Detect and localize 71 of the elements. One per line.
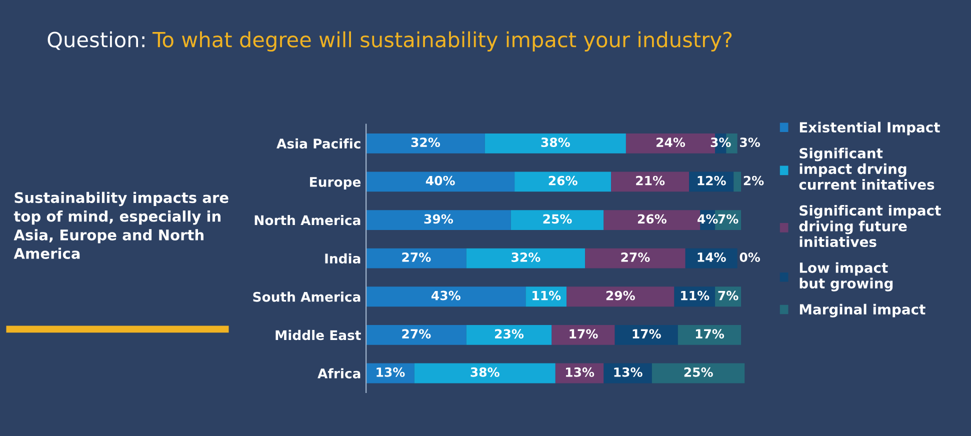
bar xyxy=(484,133,626,154)
bar xyxy=(466,324,552,345)
data-label: 27% xyxy=(402,329,431,339)
data-label: 27% xyxy=(621,252,650,262)
legend-label: Low impact but growing xyxy=(800,262,893,292)
data-label: 24% xyxy=(656,138,686,148)
legend-label: Significant impact driving future initiatives xyxy=(799,204,941,248)
legend-label: Marginal impact xyxy=(800,304,926,318)
data-label: 2% xyxy=(744,176,764,186)
data-label: 0% xyxy=(740,252,760,262)
data-label: 13% xyxy=(376,367,405,377)
bar xyxy=(466,248,586,268)
data-label: 23% xyxy=(495,329,524,339)
y-tick-label: North America xyxy=(254,215,360,226)
bar xyxy=(585,248,686,268)
data-label: 13% xyxy=(614,367,642,377)
bar xyxy=(366,133,485,154)
data-label: 14% xyxy=(698,252,726,262)
bar xyxy=(652,363,745,384)
bar xyxy=(614,324,678,345)
y-tick-label: Europe xyxy=(310,177,361,190)
data-label: 17% xyxy=(570,329,598,339)
bar xyxy=(366,286,526,307)
data-label: 12% xyxy=(698,176,726,186)
data-label: 32% xyxy=(512,252,540,262)
data-label: 7% xyxy=(718,290,738,300)
bar xyxy=(366,210,511,230)
bar xyxy=(611,172,690,192)
data-label: 7% xyxy=(718,214,738,224)
y-tick-label: Middle East xyxy=(276,330,361,340)
data-label: 21% xyxy=(636,176,665,186)
data-label: 11% xyxy=(532,290,561,300)
data-label: 17% xyxy=(632,329,661,339)
data-label: 25% xyxy=(543,214,572,224)
data-label: 40% xyxy=(426,176,455,186)
bar xyxy=(734,172,742,192)
data-label: 39% xyxy=(424,214,454,224)
data-label: 38% xyxy=(541,138,570,148)
data-label: 25% xyxy=(684,367,713,377)
data-label: 4% xyxy=(698,214,718,224)
bar xyxy=(685,248,738,268)
data-label: 27% xyxy=(402,252,431,262)
y-tick-label: India xyxy=(325,253,360,264)
bar xyxy=(678,324,742,345)
bar xyxy=(514,172,612,192)
text: Question: xyxy=(48,31,144,50)
text: Sustainability impacts are top of mind, especially in Asia, Europe and North America xyxy=(14,192,228,259)
data-label: 3% xyxy=(710,138,731,148)
data-label: 29% xyxy=(606,290,635,300)
y-tick-label: Asia Pacific xyxy=(276,138,360,149)
y-tick-label: South America xyxy=(253,292,360,302)
legend-label: Existential Impact xyxy=(800,122,940,136)
data-label: 17% xyxy=(696,329,724,339)
bar xyxy=(510,210,604,230)
data-label: 11% xyxy=(681,290,710,300)
data-label: 43% xyxy=(431,290,460,300)
data-label: 26% xyxy=(638,214,667,224)
data-label: 38% xyxy=(470,367,500,377)
data-label: 3% xyxy=(740,138,760,148)
bar xyxy=(366,248,466,268)
y-tick-label: Africa xyxy=(318,368,360,378)
legend-label: Significant impact drving current initatives xyxy=(799,148,934,190)
bar xyxy=(366,172,515,192)
data-label: 13% xyxy=(566,367,594,377)
bar xyxy=(414,363,556,384)
data-label: 26% xyxy=(548,176,578,186)
bar xyxy=(552,324,615,345)
bar xyxy=(566,286,674,307)
bar xyxy=(366,324,466,345)
data-label: 32% xyxy=(411,138,440,148)
chart-subtitle: To what degree will sustainability impact your industry? xyxy=(152,31,732,52)
